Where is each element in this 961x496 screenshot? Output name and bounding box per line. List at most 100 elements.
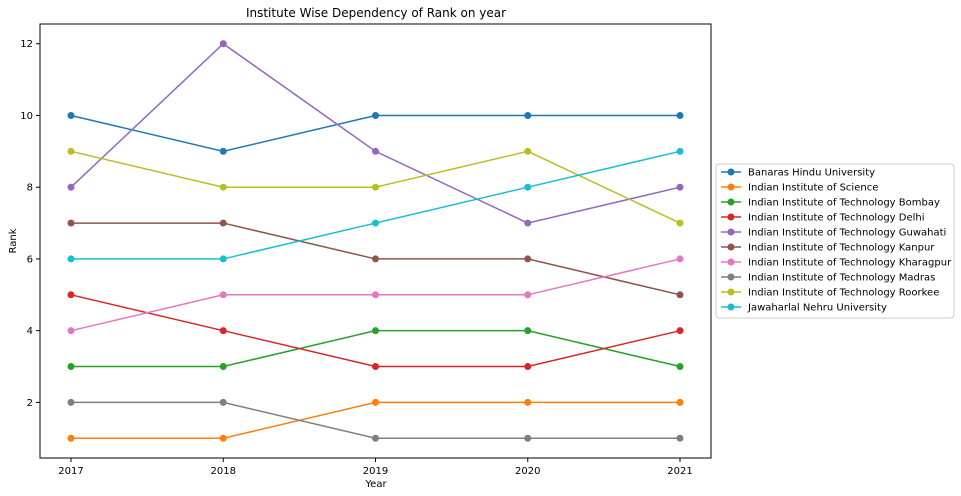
legend-marker — [727, 303, 735, 311]
legend-marker — [727, 198, 735, 206]
data-point — [676, 111, 684, 119]
data-point — [372, 363, 379, 371]
y-tick-label: 10 — [20, 111, 33, 122]
legend-item: Indian Institute of Technology Delhi — [721, 213, 925, 224]
legend-item: Indian Institute of Technology Bombay — [721, 198, 940, 209]
data-point — [676, 363, 684, 371]
data-point — [372, 327, 379, 335]
legend-label: Indian Institute of Technology Kanpur — [748, 243, 935, 254]
data-point — [372, 219, 379, 227]
y-tick-label: 8 — [27, 183, 33, 194]
plot-area — [39, 23, 712, 459]
legend-label: Indian Institute of Technology Bombay — [748, 198, 940, 209]
series-9 — [67, 147, 684, 263]
legend-item: Indian Institute of Technology Guwahati — [721, 228, 946, 239]
y-tick-label: 4 — [27, 326, 33, 337]
legend-marker — [727, 228, 735, 236]
series-5 — [67, 219, 684, 299]
y-tick-label: 6 — [27, 254, 33, 265]
series-3 — [67, 291, 684, 371]
data-point — [67, 183, 75, 191]
data-point — [67, 434, 75, 442]
legend-marker — [727, 168, 735, 176]
data-point — [524, 147, 532, 155]
data-point — [372, 147, 379, 155]
legend: Banaras Hindu University Indian Institute… — [715, 163, 955, 319]
data-point — [676, 255, 684, 263]
data-point — [67, 255, 75, 263]
legend-label: Indian Institute of Technology Guwahati — [748, 228, 946, 239]
data-point — [372, 255, 379, 263]
data-point — [524, 183, 532, 191]
data-point — [676, 398, 684, 406]
legend-marker — [727, 213, 735, 221]
chart-title: Institute Wise Dependency of Rank on yea… — [246, 6, 506, 20]
legend-marker — [727, 288, 735, 296]
series-1 — [67, 398, 684, 442]
data-point — [676, 183, 684, 191]
y-axis-label: Rank — [8, 228, 19, 253]
legend-label: Indian Institute of Technology Madras — [748, 273, 935, 284]
y-tick-label: 2 — [27, 398, 33, 409]
series-6 — [67, 255, 684, 335]
data-point — [219, 40, 227, 48]
data-point — [67, 363, 75, 371]
data-point — [524, 398, 532, 406]
series-2 — [67, 327, 684, 371]
y-tick-label: 12 — [20, 39, 33, 50]
data-point — [524, 111, 532, 119]
series-line — [71, 401, 680, 440]
data-point — [524, 255, 532, 263]
legend-marker — [727, 258, 735, 266]
series-layer — [67, 40, 684, 442]
data-point — [219, 183, 227, 191]
data-point — [219, 327, 227, 335]
legend-label: Jawaharlal Nehru University — [747, 303, 887, 314]
data-point — [372, 183, 379, 191]
x-tick-label: 2020 — [515, 466, 540, 477]
legend-marker — [727, 243, 735, 251]
series-line — [71, 150, 681, 260]
data-point — [372, 291, 379, 299]
data-point — [67, 219, 75, 227]
data-point — [676, 327, 684, 335]
data-point — [372, 434, 379, 442]
data-point — [67, 111, 75, 119]
series-4 — [67, 40, 684, 227]
series-8 — [67, 147, 684, 227]
data-point — [219, 434, 227, 442]
data-point — [67, 398, 75, 406]
legend-label: Indian Institute of Science — [748, 183, 878, 194]
legend-item: Indian Institute of Technology Roorkee — [721, 288, 939, 299]
x-tick-label: 2017 — [58, 466, 83, 477]
x-tick-label: 2021 — [667, 466, 692, 477]
series-line — [71, 401, 680, 440]
data-point — [219, 398, 227, 406]
data-point — [67, 327, 75, 335]
data-point — [372, 111, 379, 119]
legend-label: Indian Institute of Technology Delhi — [748, 213, 925, 224]
legend-label: Banaras Hindu University — [748, 168, 875, 179]
series-line — [70, 42, 681, 224]
data-point — [524, 327, 532, 335]
legend-label: Indian Institute of Technology Roorkee — [748, 288, 939, 299]
data-point — [219, 291, 227, 299]
series-line — [71, 329, 681, 368]
data-point — [67, 147, 75, 155]
legend-item: Jawaharlal Nehru University — [721, 303, 887, 314]
series-line — [70, 114, 680, 153]
legend-frame — [715, 163, 955, 319]
data-point — [676, 434, 684, 442]
series-0 — [67, 111, 684, 155]
x-axis-label: Year — [364, 479, 387, 490]
data-point — [676, 219, 684, 227]
data-point — [524, 291, 532, 299]
data-point — [219, 255, 227, 263]
data-point — [219, 147, 227, 155]
data-point — [372, 398, 379, 406]
legend-item: Indian Institute of Technology Kanpur — [721, 243, 935, 254]
x-tick-label: 2018 — [211, 466, 236, 477]
legend-marker — [727, 183, 735, 191]
legend-marker — [727, 273, 735, 281]
data-point — [676, 291, 684, 299]
